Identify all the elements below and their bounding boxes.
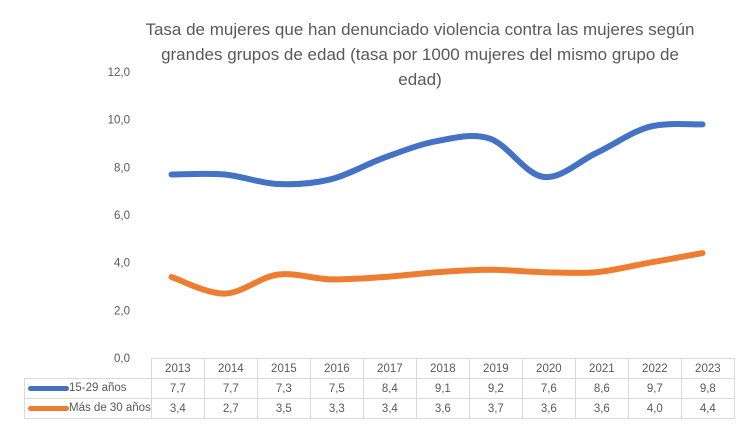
y-tick-label: 4,0 xyxy=(114,258,130,270)
chart-title-line: grandes grupos de edad (tasa por 1000 mu… xyxy=(161,45,679,64)
data-point xyxy=(222,291,228,297)
data-label: 7,5 xyxy=(309,378,364,399)
x-tick-label: 2017 xyxy=(362,358,417,379)
y-axis: 0,02,04,06,08,010,012,0 xyxy=(108,67,130,365)
data-label: 9,1 xyxy=(415,378,470,399)
y-tick-label: 6,0 xyxy=(114,210,130,222)
legend-label: 15-29 años xyxy=(69,382,127,395)
data-label: 4,0 xyxy=(627,398,682,419)
data-point xyxy=(328,276,334,282)
data-label: 7,7 xyxy=(203,378,258,399)
y-tick-label: 10,0 xyxy=(108,115,130,127)
data-label: 3,7 xyxy=(468,398,523,419)
data-point xyxy=(540,269,546,275)
x-tick-label: 2018 xyxy=(415,358,470,379)
series-line-mas-de-30 xyxy=(168,250,706,297)
y-tick-label: 12,0 xyxy=(108,67,130,79)
series-lines xyxy=(168,120,706,297)
data-point xyxy=(434,269,440,275)
x-tick-label: 2023 xyxy=(680,358,735,379)
data-label: 8,6 xyxy=(574,378,629,399)
data-point xyxy=(222,171,228,177)
chart-title-line: Tasa de mujeres que han denunciado viole… xyxy=(145,20,695,39)
data-point xyxy=(487,136,493,142)
data-label: 3,6 xyxy=(574,398,629,419)
data-label: 3,3 xyxy=(309,398,364,419)
data-label: 4,4 xyxy=(680,398,735,419)
legend-entry-15-29: 15-29 años xyxy=(24,378,152,399)
data-point xyxy=(169,171,175,177)
data-label: 3,6 xyxy=(415,398,470,419)
data-point xyxy=(381,155,387,161)
data-label: 3,4 xyxy=(150,398,205,419)
data-table: 2013 2014 2015 2016 2017 2018 2019 2020 2021 2022… xyxy=(24,358,735,419)
x-tick-label: 2013 xyxy=(150,358,205,379)
data-point xyxy=(275,272,281,278)
chart-title-line: edad) xyxy=(398,70,442,89)
data-point xyxy=(540,174,546,180)
data-label: 7,7 xyxy=(150,378,205,399)
data-label: 3,5 xyxy=(256,398,311,419)
data-label: 3,6 xyxy=(521,398,576,419)
data-point xyxy=(169,274,175,280)
data-label: 9,7 xyxy=(627,378,682,399)
data-point xyxy=(487,267,493,273)
data-point xyxy=(328,176,334,182)
data-point xyxy=(700,121,706,127)
chart-title: Tasa de mujeres que han denunciado viole… xyxy=(140,17,700,92)
legend-label: Más de 30 años xyxy=(69,402,151,415)
data-table-row: Más de 30 años 3,4 2,7 3,5 3,3 3,4 3,6 3,7 3,6 3… xyxy=(24,398,735,419)
legend-swatch-blue-line-icon xyxy=(28,385,69,391)
data-point xyxy=(646,260,652,266)
data-label: 8,4 xyxy=(362,378,417,399)
data-point xyxy=(593,150,599,156)
data-label: 2,7 xyxy=(203,398,258,419)
data-point xyxy=(593,269,599,275)
data-point xyxy=(381,274,387,280)
data-label: 9,2 xyxy=(468,378,523,399)
data-point xyxy=(434,138,440,144)
data-table-corner xyxy=(24,358,152,379)
series-line-15-29 xyxy=(168,120,706,188)
data-table-row: 15-29 años 7,7 7,7 7,3 7,5 8,4 9,1 9,2 7,6 8,6 9,… xyxy=(24,378,735,399)
x-tick-label: 2019 xyxy=(468,358,523,379)
data-label: 7,3 xyxy=(256,378,311,399)
x-tick-label: 2015 xyxy=(256,358,311,379)
legend-entry-mas-de-30: Más de 30 años xyxy=(24,398,152,419)
x-tick-label: 2016 xyxy=(309,358,364,379)
data-point xyxy=(275,181,281,187)
data-label: 7,6 xyxy=(521,378,576,399)
data-point xyxy=(700,250,706,256)
data-label: 3,4 xyxy=(362,398,417,419)
x-tick-label: 2021 xyxy=(574,358,629,379)
legend-swatch-orange-line-icon xyxy=(28,405,69,411)
y-tick-label: 8,0 xyxy=(114,162,130,174)
data-table-header-row: 2013 2014 2015 2016 2017 2018 2019 2020 2021 2022… xyxy=(24,358,735,379)
y-tick-label: 2,0 xyxy=(114,305,130,317)
x-tick-label: 2014 xyxy=(203,358,258,379)
data-label: 9,8 xyxy=(680,378,735,399)
data-point xyxy=(646,124,652,130)
x-tick-label: 2020 xyxy=(521,358,576,379)
x-tick-label: 2022 xyxy=(627,358,682,379)
